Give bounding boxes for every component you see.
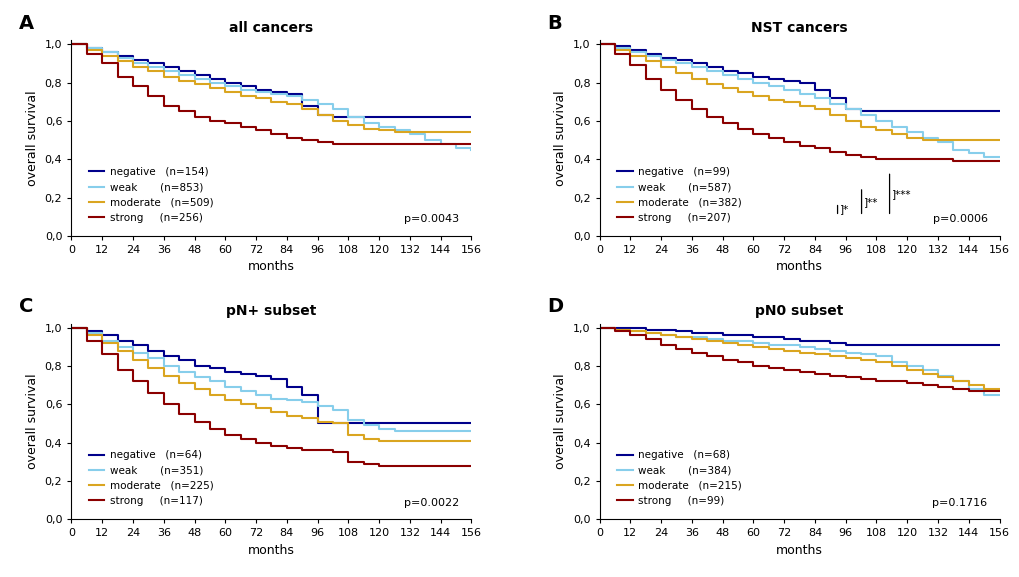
Text: p=0.1716: p=0.1716 [931,497,986,508]
Y-axis label: overall survival: overall survival [26,91,39,186]
Legend: negative   (n=99), weak       (n=587), moderate   (n=382), strong     (n=207): negative (n=99), weak (n=587), moderate … [612,163,745,227]
Y-axis label: overall survival: overall survival [553,374,567,469]
Title: NST cancers: NST cancers [751,21,847,35]
Text: ]*: ]* [839,204,848,215]
Legend: negative   (n=68), weak       (n=384), moderate   (n=215), strong     (n=99): negative (n=68), weak (n=384), moderate … [612,446,745,510]
Legend: negative   (n=64), weak       (n=351), moderate   (n=225), strong     (n=117): negative (n=64), weak (n=351), moderate … [85,446,217,510]
Y-axis label: overall survival: overall survival [26,374,39,469]
Title: all cancers: all cancers [229,21,313,35]
Text: ]***: ]*** [891,189,910,199]
Text: ]**: ]** [863,197,877,207]
Text: B: B [547,14,561,32]
Title: pN0 subset: pN0 subset [755,305,843,319]
X-axis label: months: months [775,260,822,273]
X-axis label: months: months [775,544,822,557]
X-axis label: months: months [248,260,294,273]
Legend: negative   (n=154), weak       (n=853), moderate   (n=509), strong     (n=256): negative (n=154), weak (n=853), moderate… [85,163,217,227]
X-axis label: months: months [248,544,294,557]
Y-axis label: overall survival: overall survival [553,91,567,186]
Title: pN+ subset: pN+ subset [226,305,316,319]
Text: D: D [547,297,564,316]
Text: p=0.0043: p=0.0043 [404,214,459,224]
Text: p=0.0006: p=0.0006 [931,214,986,224]
Text: C: C [19,297,34,316]
Text: A: A [19,14,35,32]
Text: p=0.0022: p=0.0022 [404,497,459,508]
